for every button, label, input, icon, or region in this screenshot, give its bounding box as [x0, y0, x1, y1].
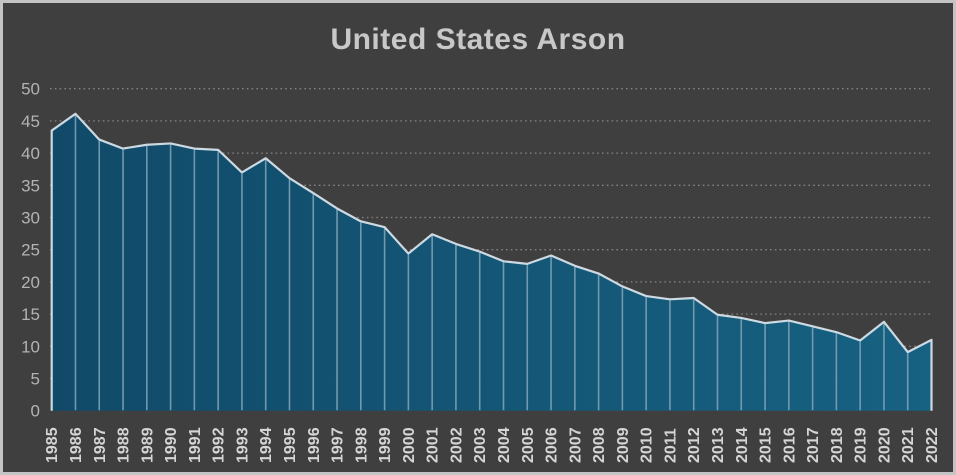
x-axis-tick: 2014	[734, 427, 751, 463]
x-axis-tick-label: 2015	[758, 427, 775, 463]
x-axis-tick-label: 2006	[544, 427, 561, 463]
x-axis-tick: 2009	[615, 427, 632, 463]
x-axis-tick-label: 1988	[116, 427, 133, 463]
x-axis-tick: 2006	[544, 427, 561, 463]
x-axis-tick-label: 1996	[306, 427, 323, 463]
x-axis-tick: 2001	[425, 427, 442, 463]
x-axis-tick: 2013	[710, 427, 727, 463]
x-axis-tick: 1998	[353, 427, 370, 463]
x-axis-tick: 2002	[448, 427, 465, 463]
x-axis-tick-label: 2020	[876, 427, 893, 463]
x-axis-tick-label: 1986	[68, 427, 85, 463]
y-axis-tick-label: 20	[21, 273, 40, 292]
y-axis-tick-label: 25	[21, 241, 40, 260]
area-series-fill	[51, 113, 932, 411]
x-axis-tick: 1997	[330, 427, 347, 463]
x-axis-tick-label: 2001	[425, 427, 442, 463]
x-axis-tick-label: 2010	[639, 427, 656, 463]
x-axis-tick: 1986	[68, 427, 85, 463]
x-axis-tick-label: 1998	[353, 427, 370, 463]
x-axis-tick: 2000	[401, 427, 418, 463]
y-axis-tick-label: 0	[31, 402, 40, 421]
x-axis-tick-label: 2011	[662, 428, 679, 463]
x-axis-tick: 2003	[472, 427, 489, 463]
x-axis-tick-label: 1999	[377, 427, 394, 463]
x-axis-tick: 2012	[686, 427, 703, 463]
x-axis-tick-label: 1995	[282, 427, 299, 463]
x-axis-tick: 1994	[258, 427, 275, 463]
x-axis-tick: 1990	[163, 427, 180, 463]
y-axis-tick-label: 10	[21, 337, 40, 356]
y-axis-tick-label: 35	[21, 176, 40, 195]
x-axis-tick: 1993	[234, 427, 251, 463]
x-axis-tick-label: 1992	[211, 427, 228, 463]
x-axis-tick: 2020	[876, 427, 893, 463]
chart-title: United States Arson	[330, 23, 626, 56]
x-axis-tick-label: 2018	[829, 427, 846, 463]
x-axis-tick: 2016	[781, 427, 798, 463]
y-axis-tick-label: 5	[31, 370, 40, 389]
y-axis-tick-label: 40	[21, 144, 40, 163]
x-axis-tick: 2010	[639, 427, 656, 463]
x-axis-tick: 1985	[44, 427, 61, 463]
x-axis-tick: 1991	[187, 427, 204, 463]
x-axis-tick-label: 2012	[686, 427, 703, 463]
x-axis-tick-label: 2000	[401, 427, 418, 463]
x-axis-tick: 1995	[282, 427, 299, 463]
x-axis-tick: 1992	[211, 427, 228, 463]
arson-area-chart: 0 5 10 15 20 25 30 35 40 45 50 1985 1986 1987 1988 1989…	[21, 80, 941, 463]
x-axis-tick-label: 2022	[924, 427, 941, 463]
x-axis-tick: 1996	[306, 427, 323, 463]
x-axis-tick: 2017	[805, 427, 822, 463]
area-series-outline	[50, 112, 933, 411]
y-axis-tick-label: 50	[21, 80, 40, 99]
x-axis-tick: 2021	[900, 427, 917, 463]
x-axis-tick-label: 1991	[187, 427, 204, 463]
x-axis-tick-label: 2004	[496, 427, 513, 463]
x-axis-tick-label: 1987	[92, 427, 109, 463]
x-axis-tick-label: 1990	[163, 427, 180, 463]
y-axis-tick-label: 45	[21, 112, 40, 131]
x-axis-tick: 2019	[853, 427, 870, 463]
x-axis-tick-label: 2008	[591, 427, 608, 463]
x-axis-tick-label: 2019	[853, 427, 870, 463]
x-axis-tick: 2015	[758, 427, 775, 463]
y-axis-tick-label: 15	[21, 305, 40, 324]
x-axis-tick: 2007	[567, 427, 584, 463]
x-axis-tick: 2022	[924, 427, 941, 463]
x-axis-tick-label: 1985	[44, 427, 61, 463]
x-axis-tick-label: 2005	[520, 427, 537, 463]
y-axis-tick-label: 30	[21, 209, 40, 228]
x-axis-tick: 1999	[377, 427, 394, 463]
x-axis-tick-label: 2013	[710, 427, 727, 463]
x-axis-tick-label: 2002	[448, 427, 465, 463]
x-axis-tick-label: 2016	[781, 427, 798, 463]
x-axis-tick: 1987	[92, 427, 109, 463]
x-axis-tick-label: 2007	[567, 427, 584, 463]
x-axis-tick: 1989	[139, 427, 156, 463]
x-axis-tick-label: 2009	[615, 427, 632, 463]
x-axis-tick: 2011	[662, 428, 679, 463]
x-axis-tick-label: 2003	[472, 427, 489, 463]
x-axis-tick: 2008	[591, 427, 608, 463]
x-axis-tick-label: 1989	[139, 427, 156, 463]
x-axis-tick: 1988	[116, 427, 133, 463]
x-axis-tick-label: 1993	[234, 427, 251, 463]
x-axis-tick-label: 2017	[805, 427, 822, 463]
x-axis-tick-label: 1994	[258, 427, 275, 463]
x-axis-tick-label: 1997	[330, 427, 347, 463]
x-axis-tick-label: 2014	[734, 427, 751, 463]
x-axis-tick: 2004	[496, 427, 513, 463]
x-axis-tick: 2018	[829, 427, 846, 463]
x-axis-tick-label: 2021	[900, 427, 917, 463]
x-axis-tick: 2005	[520, 427, 537, 463]
